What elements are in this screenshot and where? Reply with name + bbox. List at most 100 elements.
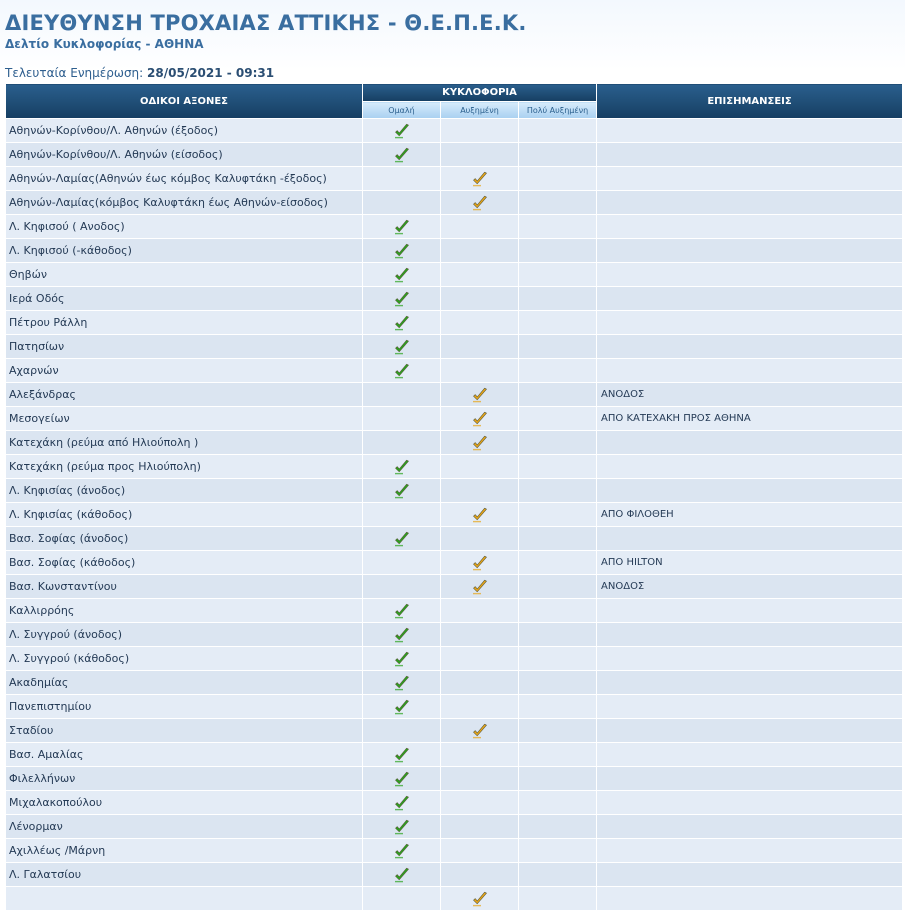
status-very-increased-cell [517, 526, 598, 551]
note-cell [596, 814, 904, 839]
orange-check-icon [472, 411, 488, 427]
table-row: Λ. Συγγρού (άνοδος) [5, 622, 904, 647]
status-very-increased-cell [517, 502, 598, 527]
table-row: Πατησίων [5, 334, 904, 359]
traffic-table: ΟΔΙΚΟΙ ΑΞΟΝΕΣ ΚΥΚΛΟΦΟΡΙΑ ΕΠΙΣΗΜΑΝΣΕΙΣ Ομ… [5, 83, 904, 911]
green-check-icon [394, 459, 410, 475]
status-very-increased-cell [517, 814, 598, 839]
orange-check-icon [472, 387, 488, 403]
last-updated: Τελευταία Ενημέρωση: 28/05/2021 - 09:31 [5, 66, 274, 80]
note-cell [596, 766, 904, 791]
table-row: Βασ. Σοφίας (κάθοδος) ΑΠΟ HILTON [5, 550, 904, 575]
status-very-increased-cell [517, 646, 598, 671]
status-normal-cell [362, 382, 441, 407]
table-row: Αθηνών-Κορίνθου/Λ. Αθηνών (είσοδος) [5, 142, 904, 167]
road-name [5, 886, 363, 911]
status-very-increased-cell [517, 286, 598, 311]
status-very-increased-cell [517, 214, 598, 239]
status-very-increased-cell [517, 118, 598, 143]
status-normal-cell [362, 358, 441, 383]
note-cell [596, 142, 904, 167]
status-very-increased-cell [517, 142, 598, 167]
status-very-increased-cell [517, 574, 598, 599]
note-cell: ΑΝΟΔΟΣ [596, 382, 904, 407]
table-row: Σταδίου [5, 718, 904, 743]
road-name: Φιλελλήνων [5, 766, 363, 791]
status-very-increased-cell [517, 742, 598, 767]
note-cell [596, 430, 904, 455]
status-increased-cell [440, 742, 519, 767]
status-normal-cell [362, 598, 441, 623]
road-name: Αλεξάνδρας [5, 382, 363, 407]
green-check-icon [394, 747, 410, 763]
status-normal-cell [362, 574, 441, 599]
status-normal-cell [362, 214, 441, 239]
status-normal-cell [362, 262, 441, 287]
orange-check-icon [472, 555, 488, 571]
status-very-increased-cell [517, 694, 598, 719]
green-check-icon [394, 267, 410, 283]
table-row: Λ. Κηφισού (-κάθοδος) [5, 238, 904, 263]
note-cell [596, 862, 904, 887]
status-very-increased-cell [517, 838, 598, 863]
note-cell [596, 454, 904, 479]
road-name: Θηβών [5, 262, 363, 287]
status-increased-cell [440, 670, 519, 695]
last-updated-label: Τελευταία Ενημέρωση: [5, 66, 144, 80]
road-name: Πανεπιστημίου [5, 694, 363, 719]
note-cell [596, 286, 904, 311]
green-check-icon [394, 771, 410, 787]
status-increased-cell [440, 118, 519, 143]
traffic-table-body: Αθηνών-Κορίνθου/Λ. Αθηνών (έξοδος) Αθηνών… [5, 118, 904, 911]
note-cell [596, 190, 904, 215]
note-cell: ΑΠΟ HILTON [596, 550, 904, 575]
table-row: Αθηνών-Κορίνθου/Λ. Αθηνών (έξοδος) [5, 118, 904, 143]
road-name: Αθηνών-Λαμίας(Αθηνών έως κόμβος Καλυφτάκ… [5, 166, 363, 191]
status-increased-cell [440, 574, 519, 599]
status-normal-cell [362, 886, 441, 911]
status-increased-cell [440, 622, 519, 647]
status-increased-cell [440, 358, 519, 383]
table-row: Βασ. Κωνσταντίνου ΑΝΟΔΟΣ [5, 574, 904, 599]
note-cell [596, 598, 904, 623]
status-very-increased-cell [517, 598, 598, 623]
road-name: Πέτρου Ράλλη [5, 310, 363, 335]
status-increased-cell [440, 286, 519, 311]
column-header-notes: ΕΠΙΣΗΜΑΝΣΕΙΣ [596, 83, 904, 119]
status-very-increased-cell [517, 382, 598, 407]
status-very-increased-cell [517, 406, 598, 431]
status-normal-cell [362, 526, 441, 551]
green-check-icon [394, 219, 410, 235]
status-normal-cell [362, 478, 441, 503]
road-name: Αθηνών-Κορίνθου/Λ. Αθηνών (είσοδος) [5, 142, 363, 167]
table-row: Αλεξάνδρας ΑΝΟΔΟΣ [5, 382, 904, 407]
status-normal-cell [362, 190, 441, 215]
orange-check-icon [472, 435, 488, 451]
last-updated-value: 28/05/2021 - 09:31 [147, 66, 275, 80]
road-name: Βασ. Αμαλίας [5, 742, 363, 767]
status-very-increased-cell [517, 238, 598, 263]
note-cell [596, 526, 904, 551]
road-name: Αχαρνών [5, 358, 363, 383]
road-name: Λ. Κηφισίας (κάθοδος) [5, 502, 363, 527]
road-name: Λ. Συγγρού (άνοδος) [5, 622, 363, 647]
table-row: Θηβών [5, 262, 904, 287]
road-name: Λ. Κηφισού ( Ανοδος) [5, 214, 363, 239]
status-normal-cell [362, 718, 441, 743]
green-check-icon [394, 315, 410, 331]
note-cell [596, 886, 904, 911]
note-cell [596, 358, 904, 383]
green-check-icon [394, 699, 410, 715]
green-check-icon [394, 603, 410, 619]
note-cell [596, 670, 904, 695]
status-normal-cell [362, 334, 441, 359]
road-name: Μιχαλακοπούλου [5, 790, 363, 815]
status-increased-cell [440, 166, 519, 191]
table-row: Αχαρνών [5, 358, 904, 383]
status-normal-cell [362, 166, 441, 191]
table-row: Λ. Κηφισίας (άνοδος) [5, 478, 904, 503]
table-row: Λ. Κηφισίας (κάθοδος) ΑΠΟ ΦΙΛΟΘΕΗ [5, 502, 904, 527]
road-name: Κατεχάκη (ρεύμα προς Ηλιούπολη) [5, 454, 363, 479]
status-normal-cell [362, 310, 441, 335]
